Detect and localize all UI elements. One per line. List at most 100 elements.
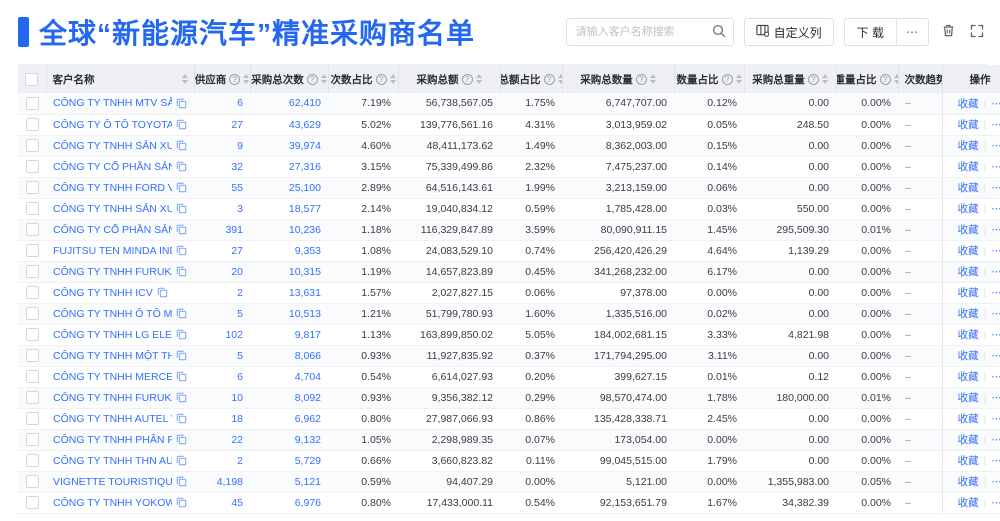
copy-icon[interactable] <box>176 203 187 214</box>
sort-icon[interactable] <box>243 74 249 84</box>
customer-name-link[interactable]: CÔNG TY CỔ PHẦN SẢN XUẤT... <box>53 160 172 173</box>
favorite-button[interactable]: 收藏 <box>957 245 979 257</box>
customer-name-link[interactable]: CÔNG TY TNHH ICV <box>53 286 153 299</box>
sort-icon[interactable] <box>557 74 561 84</box>
row-more-button[interactable]: ⋯ <box>991 224 1000 236</box>
customer-name-link[interactable]: CÔNG TY TNHH THN AUTOPAR... <box>53 454 172 467</box>
customer-name-link[interactable]: CÔNG TY TNHH FURUKAWA A... <box>53 265 172 278</box>
sort-icon[interactable] <box>893 74 897 84</box>
info-icon[interactable]: ? <box>461 73 473 85</box>
row-more-button[interactable]: ⋯ <box>991 434 1000 446</box>
favorite-button[interactable]: 收藏 <box>957 119 979 131</box>
info-icon[interactable]: ? <box>879 73 891 85</box>
row-more-button[interactable]: ⋯ <box>991 119 1000 131</box>
copy-icon[interactable] <box>176 140 187 151</box>
sort-icon[interactable] <box>389 74 396 84</box>
row-more-button[interactable]: ⋯ <box>991 308 1000 320</box>
download-more-button[interactable]: ⋯ <box>896 19 928 45</box>
customer-name-link[interactable]: CÔNG TY TNHH MỘT THÀNH V... <box>53 349 172 362</box>
row-more-button[interactable]: ⋯ <box>991 371 1000 383</box>
customer-name-link[interactable]: FUJITSU TEN MINDA INDIA PVT... <box>53 244 172 257</box>
row-checkbox[interactable] <box>25 412 39 425</box>
column-header-total_amount[interactable]: 采购总额? <box>398 65 501 93</box>
column-header-name[interactable]: 客户名称 <box>46 65 195 93</box>
column-header-count_pct[interactable]: 次数占比? <box>328 65 399 93</box>
favorite-button[interactable]: 收藏 <box>957 350 979 362</box>
customer-name-link[interactable]: CÔNG TY TNHH SẢN XUẤT VÀ ... <box>53 139 172 152</box>
customer-name-link[interactable]: CÔNG TY Ô TÔ TOYOTA VIỆT ... <box>53 118 172 131</box>
customer-name-link[interactable]: CÔNG TY TNHH AUTEL VIỆT N... <box>53 412 172 425</box>
row-checkbox[interactable] <box>25 286 39 299</box>
favorite-button[interactable]: 收藏 <box>957 392 979 404</box>
copy-icon[interactable] <box>176 455 187 466</box>
row-more-button[interactable]: ⋯ <box>991 245 1000 257</box>
row-more-button[interactable]: ⋯ <box>991 266 1000 278</box>
customize-columns-button[interactable]: 自定义列 <box>743 18 834 46</box>
sort-icon[interactable] <box>735 74 742 84</box>
copy-icon[interactable] <box>176 329 187 340</box>
row-more-button[interactable]: ⋯ <box>991 203 1000 215</box>
copy-icon[interactable] <box>176 308 187 319</box>
customer-name-link[interactable]: CÔNG TY TNHH YOKOWO VIỆT... <box>53 496 172 509</box>
customer-name-link[interactable]: CÔNG TY TNHH PHÂN PHỐI T... <box>53 433 172 446</box>
favorite-button[interactable]: 收藏 <box>957 182 979 194</box>
info-icon[interactable]: ? <box>543 73 555 85</box>
row-more-button[interactable]: ⋯ <box>991 161 1000 173</box>
favorite-button[interactable]: 收藏 <box>957 140 979 152</box>
row-checkbox[interactable] <box>25 349 39 362</box>
sort-icon[interactable] <box>649 74 656 84</box>
copy-icon[interactable] <box>176 413 187 424</box>
download-button[interactable]: 下 载 <box>856 25 884 40</box>
copy-icon[interactable] <box>176 98 187 109</box>
info-icon[interactable]: ? <box>306 73 318 85</box>
sort-icon[interactable] <box>181 74 188 84</box>
favorite-button[interactable]: 收藏 <box>957 203 979 215</box>
column-header-total_qty[interactable]: 采购总数量? <box>562 65 675 93</box>
customer-name-link[interactable]: CÔNG TY TNHH SẢN XUẤT VÀ ... <box>53 202 172 215</box>
copy-icon[interactable] <box>176 182 187 193</box>
row-checkbox[interactable] <box>25 118 39 131</box>
favorite-button[interactable]: 收藏 <box>957 161 979 173</box>
favorite-button[interactable]: 收藏 <box>957 329 979 341</box>
row-more-button[interactable]: ⋯ <box>991 287 1000 299</box>
copy-icon[interactable] <box>176 266 187 277</box>
row-more-button[interactable]: ⋯ <box>991 329 1000 341</box>
customer-name-link[interactable]: CÔNG TY TNHH LG ELECTRON... <box>53 328 172 341</box>
copy-icon[interactable] <box>176 371 187 382</box>
favorite-button[interactable]: 收藏 <box>957 455 979 467</box>
row-more-button[interactable]: ⋯ <box>991 455 1000 467</box>
favorite-button[interactable]: 收藏 <box>957 308 979 320</box>
favorite-button[interactable]: 收藏 <box>957 97 979 110</box>
favorite-button[interactable]: 收藏 <box>957 434 979 446</box>
row-checkbox[interactable] <box>25 223 39 236</box>
row-checkbox[interactable] <box>25 265 39 278</box>
row-checkbox[interactable] <box>25 475 39 488</box>
row-checkbox[interactable] <box>25 496 39 509</box>
copy-icon[interactable] <box>176 476 187 487</box>
row-more-button[interactable]: ⋯ <box>991 476 1000 488</box>
column-header-total_weight[interactable]: 采购总重量? <box>744 65 837 93</box>
row-checkbox[interactable] <box>25 202 39 215</box>
info-icon[interactable]: ? <box>375 73 387 85</box>
favorite-button[interactable]: 收藏 <box>957 371 979 383</box>
customer-name-link[interactable]: VIGNETTE TOURISTIQUE G UNI... <box>53 475 172 488</box>
row-checkbox[interactable] <box>25 454 39 467</box>
column-header-purchase_count[interactable]: 采购总次数? <box>250 65 329 93</box>
row-more-button[interactable]: ⋯ <box>991 98 1000 110</box>
favorite-button[interactable]: 收藏 <box>957 497 979 509</box>
customer-name-link[interactable]: CÔNG TY TNHH MTV SẢN XUẤ... <box>53 97 172 110</box>
row-checkbox[interactable] <box>25 139 39 152</box>
favorite-button[interactable]: 收藏 <box>957 287 979 299</box>
row-checkbox[interactable] <box>25 307 39 320</box>
info-icon[interactable]: ? <box>721 73 733 85</box>
favorite-button[interactable]: 收藏 <box>957 266 979 278</box>
copy-icon[interactable] <box>176 224 187 235</box>
copy-icon[interactable] <box>176 392 187 403</box>
row-more-button[interactable]: ⋯ <box>991 350 1000 362</box>
customer-name-link[interactable]: CÔNG TY TNHH FORD VIỆT NAM <box>53 181 172 194</box>
sort-icon[interactable] <box>475 74 482 84</box>
row-checkbox[interactable] <box>25 328 39 341</box>
info-icon[interactable]: ? <box>229 73 241 85</box>
row-checkbox[interactable] <box>25 181 39 194</box>
column-header-qty_pct[interactable]: 数量占比? <box>674 65 745 93</box>
